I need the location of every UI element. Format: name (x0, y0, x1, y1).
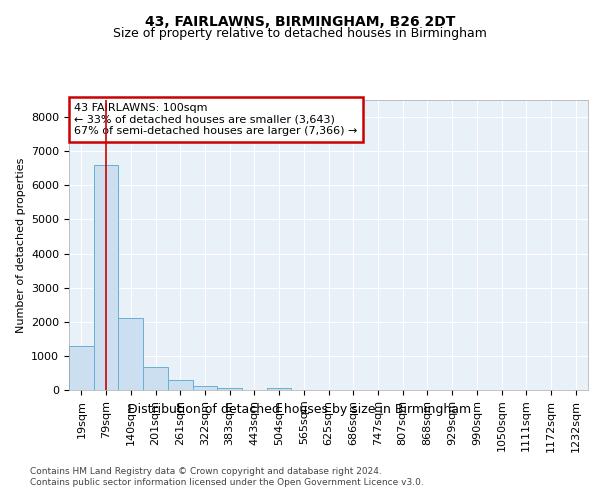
Bar (217, 388, 242, 390)
Text: Distribution of detached houses by size in Birmingham: Distribution of detached houses by size … (128, 402, 472, 415)
Bar (143, 367, 168, 390)
Text: 43 FAIRLAWNS: 100sqm
← 33% of detached houses are smaller (3,643)
67% of semi-de: 43 FAIRLAWNS: 100sqm ← 33% of detached h… (74, 103, 358, 136)
Text: 43, FAIRLAWNS, BIRMINGHAM, B26 2DT: 43, FAIRLAWNS, BIRMINGHAM, B26 2DT (145, 15, 455, 29)
Bar (168, 380, 193, 390)
Text: Size of property relative to detached houses in Birmingham: Size of property relative to detached ho… (113, 28, 487, 40)
Bar (94, 165, 118, 390)
Bar (69, 346, 94, 390)
Y-axis label: Number of detached properties: Number of detached properties (16, 158, 26, 332)
Bar (118, 318, 143, 390)
Bar (193, 386, 217, 390)
Text: Contains HM Land Registry data © Crown copyright and database right 2024.
Contai: Contains HM Land Registry data © Crown c… (30, 468, 424, 487)
Bar (267, 388, 292, 390)
